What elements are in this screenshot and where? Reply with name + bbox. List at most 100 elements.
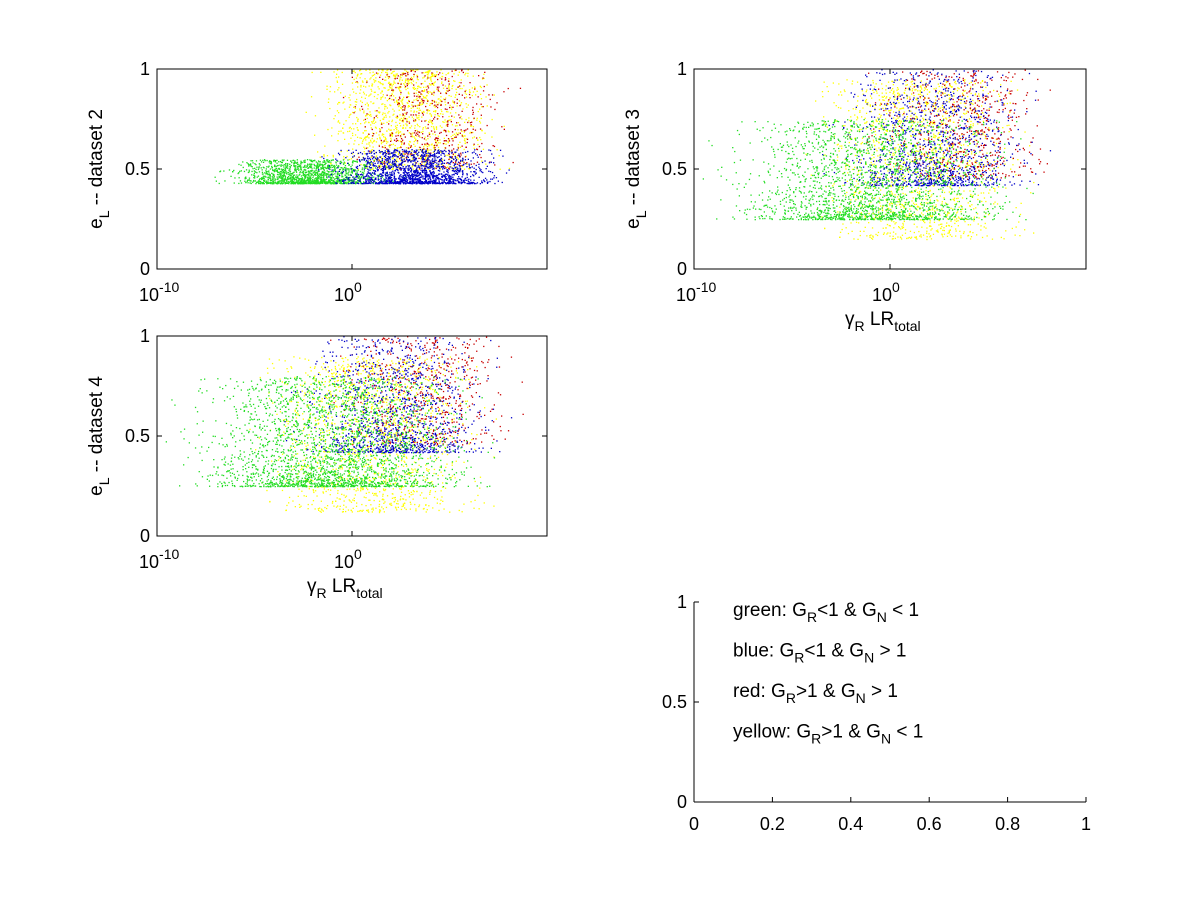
scatter-point (942, 154, 944, 156)
scatter-point (435, 165, 437, 167)
scatter-point (861, 90, 864, 92)
scatter-point (343, 156, 345, 158)
scatter-point (329, 177, 331, 179)
scatter-point (303, 169, 305, 171)
scatter-point (380, 173, 383, 175)
scatter-point (435, 174, 438, 177)
y-tick-label: 1 (140, 59, 150, 79)
scatter-point (927, 102, 929, 104)
scatter-point (445, 129, 447, 132)
scatter-point (307, 173, 309, 176)
scatter-point (298, 169, 300, 171)
scatter-point (417, 85, 419, 88)
scatter-point (956, 200, 959, 203)
scatter-point (416, 173, 418, 175)
scatter-point (395, 132, 397, 134)
scatter-point (900, 228, 902, 230)
scatter-point (413, 176, 415, 178)
scatter-point (341, 176, 343, 178)
scatter-point (346, 182, 348, 185)
scatter-point (377, 164, 380, 167)
scatter-point (365, 147, 368, 149)
scatter-point (448, 177, 450, 179)
scatter-point (402, 118, 404, 120)
scatter-point (474, 129, 477, 131)
scatter-point (260, 161, 263, 163)
scatter-point (322, 174, 324, 176)
scatter-point (424, 143, 426, 145)
scatter-point (438, 98, 440, 100)
scatter-point (415, 132, 418, 134)
scatter-point (352, 180, 354, 182)
scatter-point (473, 117, 475, 119)
scatter-point (265, 176, 267, 178)
scatter-point (365, 69, 367, 71)
scatter-point (306, 178, 308, 180)
scatter-point (380, 83, 382, 85)
scatter-point (463, 179, 466, 181)
scatter-point (316, 179, 318, 181)
scatter-point (454, 182, 456, 185)
scatter-point (287, 167, 289, 169)
scatter-point (407, 80, 409, 82)
scatter-point (296, 168, 299, 170)
scatter-point (400, 93, 402, 96)
scatter-point (473, 151, 475, 153)
scatter-point (398, 176, 401, 178)
scatter-point (447, 130, 449, 132)
scatter-point (418, 104, 420, 106)
scatter-point (403, 179, 405, 181)
scatter-point (356, 182, 358, 184)
scatter-point (370, 127, 372, 129)
scatter-point (441, 163, 443, 165)
scatter-point (437, 113, 439, 115)
scatter-point (401, 141, 403, 143)
scatter-point (980, 225, 982, 227)
scatter-point (381, 90, 383, 92)
scatter-point (314, 178, 316, 180)
scatter-point (457, 129, 459, 131)
scatter-point (379, 156, 381, 158)
scatter-point (318, 161, 320, 163)
scatter-point (427, 167, 429, 169)
scatter-point (412, 174, 414, 176)
scatter-point (403, 177, 405, 179)
scatter-point (450, 175, 452, 178)
scatter-point (303, 181, 305, 184)
scatter-point (427, 91, 430, 93)
scatter-point (306, 165, 308, 167)
scatter-point (395, 166, 397, 168)
scatter-point (365, 165, 367, 167)
scatter-point (375, 121, 377, 123)
scatter-point (405, 175, 407, 177)
scatter-point (352, 148, 354, 150)
scatter-point (399, 157, 401, 160)
scatter-point (386, 94, 388, 96)
scatter-point (456, 149, 458, 151)
scatter-point (405, 152, 408, 154)
scatter-point (371, 83, 373, 85)
scatter-point (390, 165, 392, 167)
scatter-point (375, 132, 378, 134)
scatter-point (467, 150, 469, 153)
scatter-point (430, 84, 432, 86)
scatter-point (266, 159, 268, 162)
scatter-point (408, 165, 411, 167)
scatter-point (418, 96, 420, 98)
scatter-point (392, 114, 394, 116)
scatter-point (367, 168, 369, 170)
scatter-point (389, 180, 391, 183)
scatter-point (380, 156, 383, 158)
scatter-point (305, 176, 307, 178)
scatter-point (453, 182, 455, 184)
scatter-point (290, 182, 293, 185)
scatter-point (278, 176, 280, 179)
scatter-point (387, 178, 389, 180)
scatter-point (396, 129, 398, 131)
scatter-point (451, 131, 454, 133)
scatter-point (346, 155, 348, 158)
scatter-point (351, 82, 354, 84)
scatter-point (371, 175, 373, 177)
scatter-point (273, 165, 276, 168)
scatter-point (466, 128, 469, 130)
